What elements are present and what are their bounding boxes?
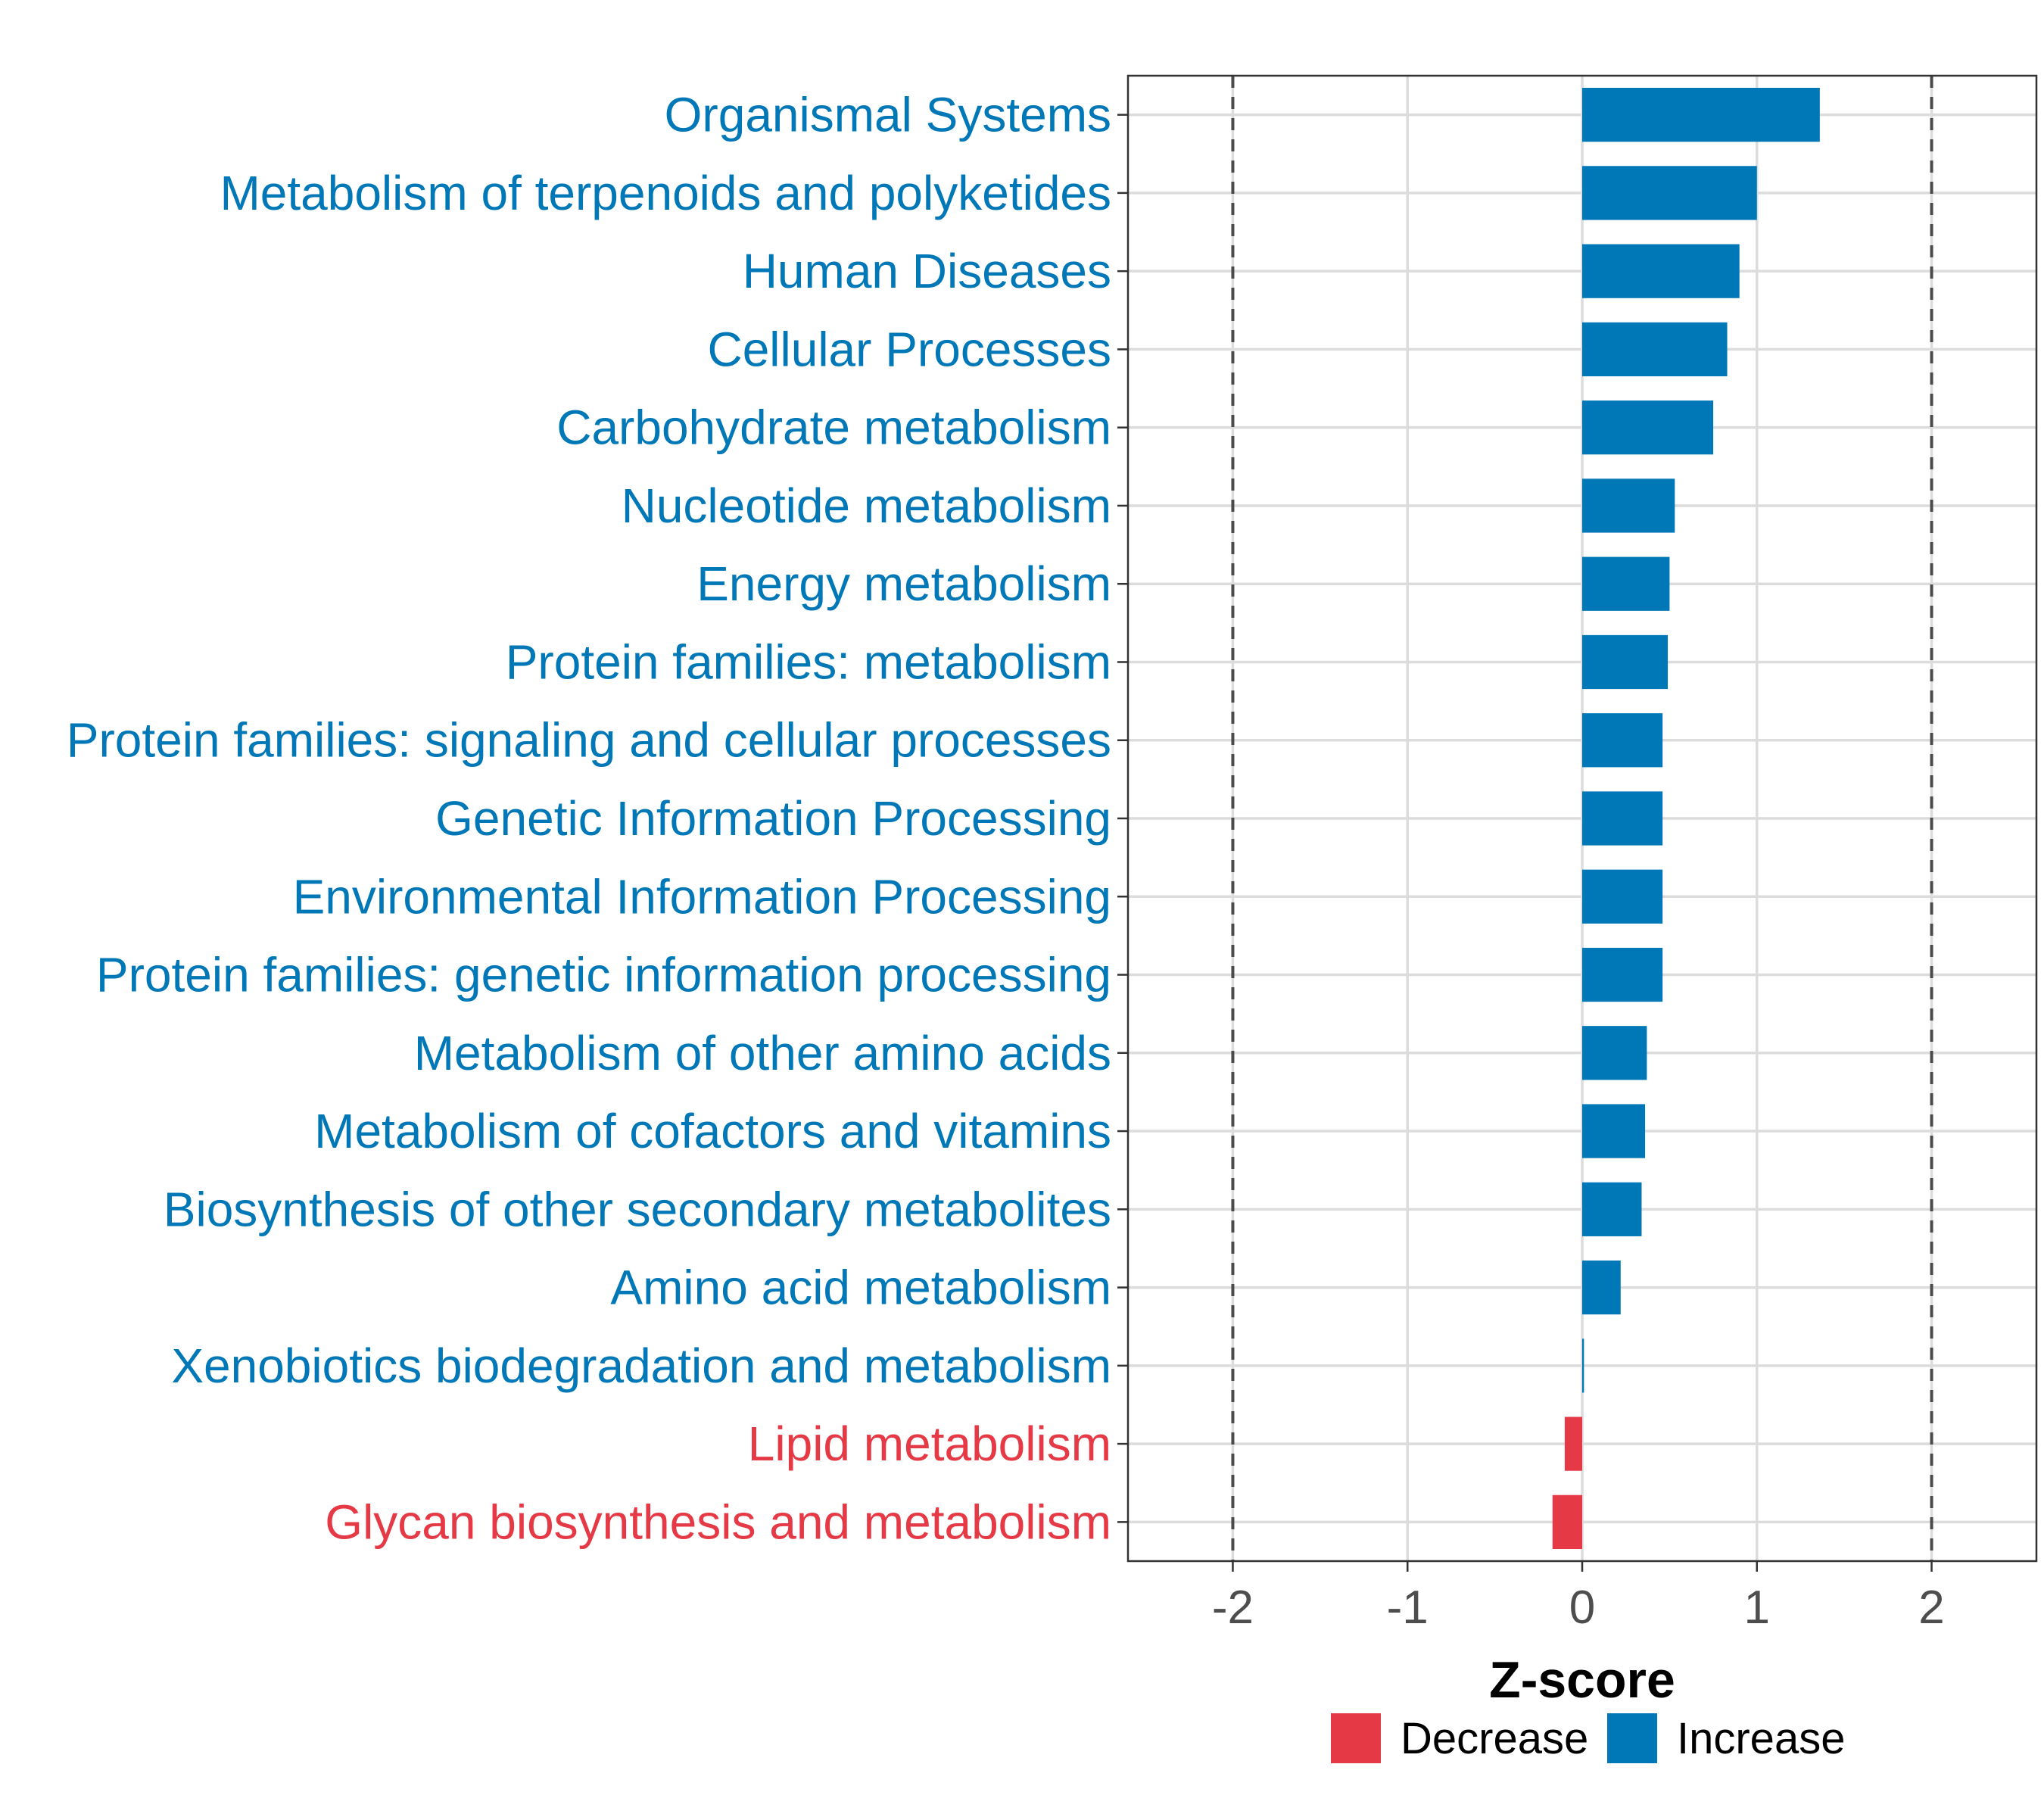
bars <box>1552 88 1820 1549</box>
category-label: Amino acid metabolism <box>610 1261 1111 1315</box>
legend-swatch-decrease <box>1331 1713 1381 1763</box>
bar-increase <box>1582 791 1663 846</box>
bar-increase <box>1582 478 1675 533</box>
reference-lines <box>1231 76 1933 1561</box>
category-label: Metabolism of cofactors and vitamins <box>314 1104 1111 1158</box>
bar-decrease <box>1552 1494 1582 1549</box>
bar-increase <box>1582 1339 1584 1393</box>
x-tick-label: 0 <box>1569 1582 1595 1634</box>
legend-label-decrease: Decrease <box>1401 1714 1588 1763</box>
bar-increase <box>1582 947 1663 1002</box>
category-label: Xenobiotics biodegradation and metabolis… <box>171 1339 1111 1393</box>
y-axis-ticks <box>1117 114 1128 1523</box>
x-tick-label: -2 <box>1212 1582 1254 1634</box>
category-label: Cellular Processes <box>707 322 1111 376</box>
category-label: Energy metabolism <box>696 556 1111 611</box>
bar-increase <box>1582 166 1757 220</box>
category-label: Human Diseases <box>743 244 1111 298</box>
bar-increase <box>1582 400 1714 455</box>
category-label: Metabolism of other amino acids <box>414 1026 1111 1080</box>
legend: Decrease Increase <box>1331 1713 1845 1763</box>
category-label: Organismal Systems <box>665 88 1111 142</box>
bar-increase <box>1582 556 1670 611</box>
bar-increase <box>1582 1104 1646 1158</box>
category-label: Glycan biosynthesis and metabolism <box>325 1494 1111 1549</box>
x-axis-title: Z-score <box>1489 1651 1675 1709</box>
x-axis-ticks: -2 -1 0 1 2 <box>1212 1561 1945 1634</box>
bar-increase <box>1582 634 1669 690</box>
bar-increase <box>1582 244 1740 298</box>
category-label: Protein families: metabolism <box>506 634 1111 689</box>
x-tick-label: -1 <box>1387 1582 1429 1634</box>
category-label: Environmental Information Processing <box>293 869 1111 924</box>
category-label: Metabolism of terpenoids and polyketides <box>220 166 1111 220</box>
bar-increase <box>1582 713 1663 768</box>
bar-increase <box>1582 1260 1621 1315</box>
category-label: Lipid metabolism <box>748 1417 1111 1471</box>
category-label: Protein families: genetic information pr… <box>96 948 1111 1002</box>
bar-decrease <box>1564 1417 1582 1471</box>
x-tick-label: 2 <box>1918 1582 1944 1634</box>
category-label: Protein families: signaling and cellular… <box>67 713 1111 768</box>
category-label: Biosynthesis of other secondary metaboli… <box>164 1182 1111 1236</box>
y-axis-category-labels: Organismal Systems Metabolism of terpenoi… <box>67 88 1111 1550</box>
legend-label-increase: Increase <box>1677 1714 1845 1763</box>
category-label: Nucleotide metabolism <box>622 478 1111 533</box>
category-label: Genetic Information Processing <box>435 791 1111 846</box>
bar-increase <box>1582 1026 1647 1080</box>
bar-increase <box>1582 869 1663 924</box>
bar-increase <box>1582 1182 1642 1236</box>
x-tick-label: 1 <box>1744 1582 1770 1634</box>
bar-increase <box>1582 322 1728 377</box>
legend-swatch-increase <box>1607 1713 1657 1763</box>
bar-increase <box>1582 88 1820 142</box>
category-label: Carbohydrate metabolism <box>556 400 1111 455</box>
